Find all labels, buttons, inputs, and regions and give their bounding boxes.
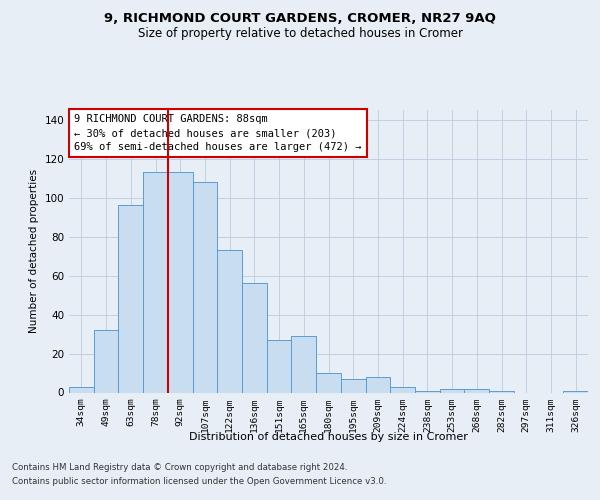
Bar xyxy=(69,386,94,392)
Text: 9, RICHMOND COURT GARDENS, CROMER, NR27 9AQ: 9, RICHMOND COURT GARDENS, CROMER, NR27 … xyxy=(104,12,496,26)
Bar xyxy=(341,379,365,392)
Bar xyxy=(267,340,292,392)
Bar xyxy=(563,390,588,392)
Bar xyxy=(365,377,390,392)
Text: Contains public sector information licensed under the Open Government Licence v3: Contains public sector information licen… xyxy=(12,478,386,486)
Bar xyxy=(316,373,341,392)
Bar xyxy=(193,182,217,392)
Bar xyxy=(242,284,267,393)
Text: 9 RICHMOND COURT GARDENS: 88sqm
← 30% of detached houses are smaller (203)
69% o: 9 RICHMOND COURT GARDENS: 88sqm ← 30% of… xyxy=(74,114,362,152)
Bar xyxy=(217,250,242,392)
Bar xyxy=(489,390,514,392)
Text: Distribution of detached houses by size in Cromer: Distribution of detached houses by size … xyxy=(190,432,468,442)
Bar xyxy=(292,336,316,392)
Bar xyxy=(390,386,415,392)
Text: Contains HM Land Registry data © Crown copyright and database right 2024.: Contains HM Land Registry data © Crown c… xyxy=(12,462,347,471)
Text: Size of property relative to detached houses in Cromer: Size of property relative to detached ho… xyxy=(137,28,463,40)
Bar xyxy=(440,388,464,392)
Bar xyxy=(118,206,143,392)
Bar xyxy=(415,390,440,392)
Y-axis label: Number of detached properties: Number of detached properties xyxy=(29,169,39,334)
Bar xyxy=(168,172,193,392)
Bar xyxy=(464,388,489,392)
Bar xyxy=(94,330,118,392)
Bar xyxy=(143,172,168,392)
